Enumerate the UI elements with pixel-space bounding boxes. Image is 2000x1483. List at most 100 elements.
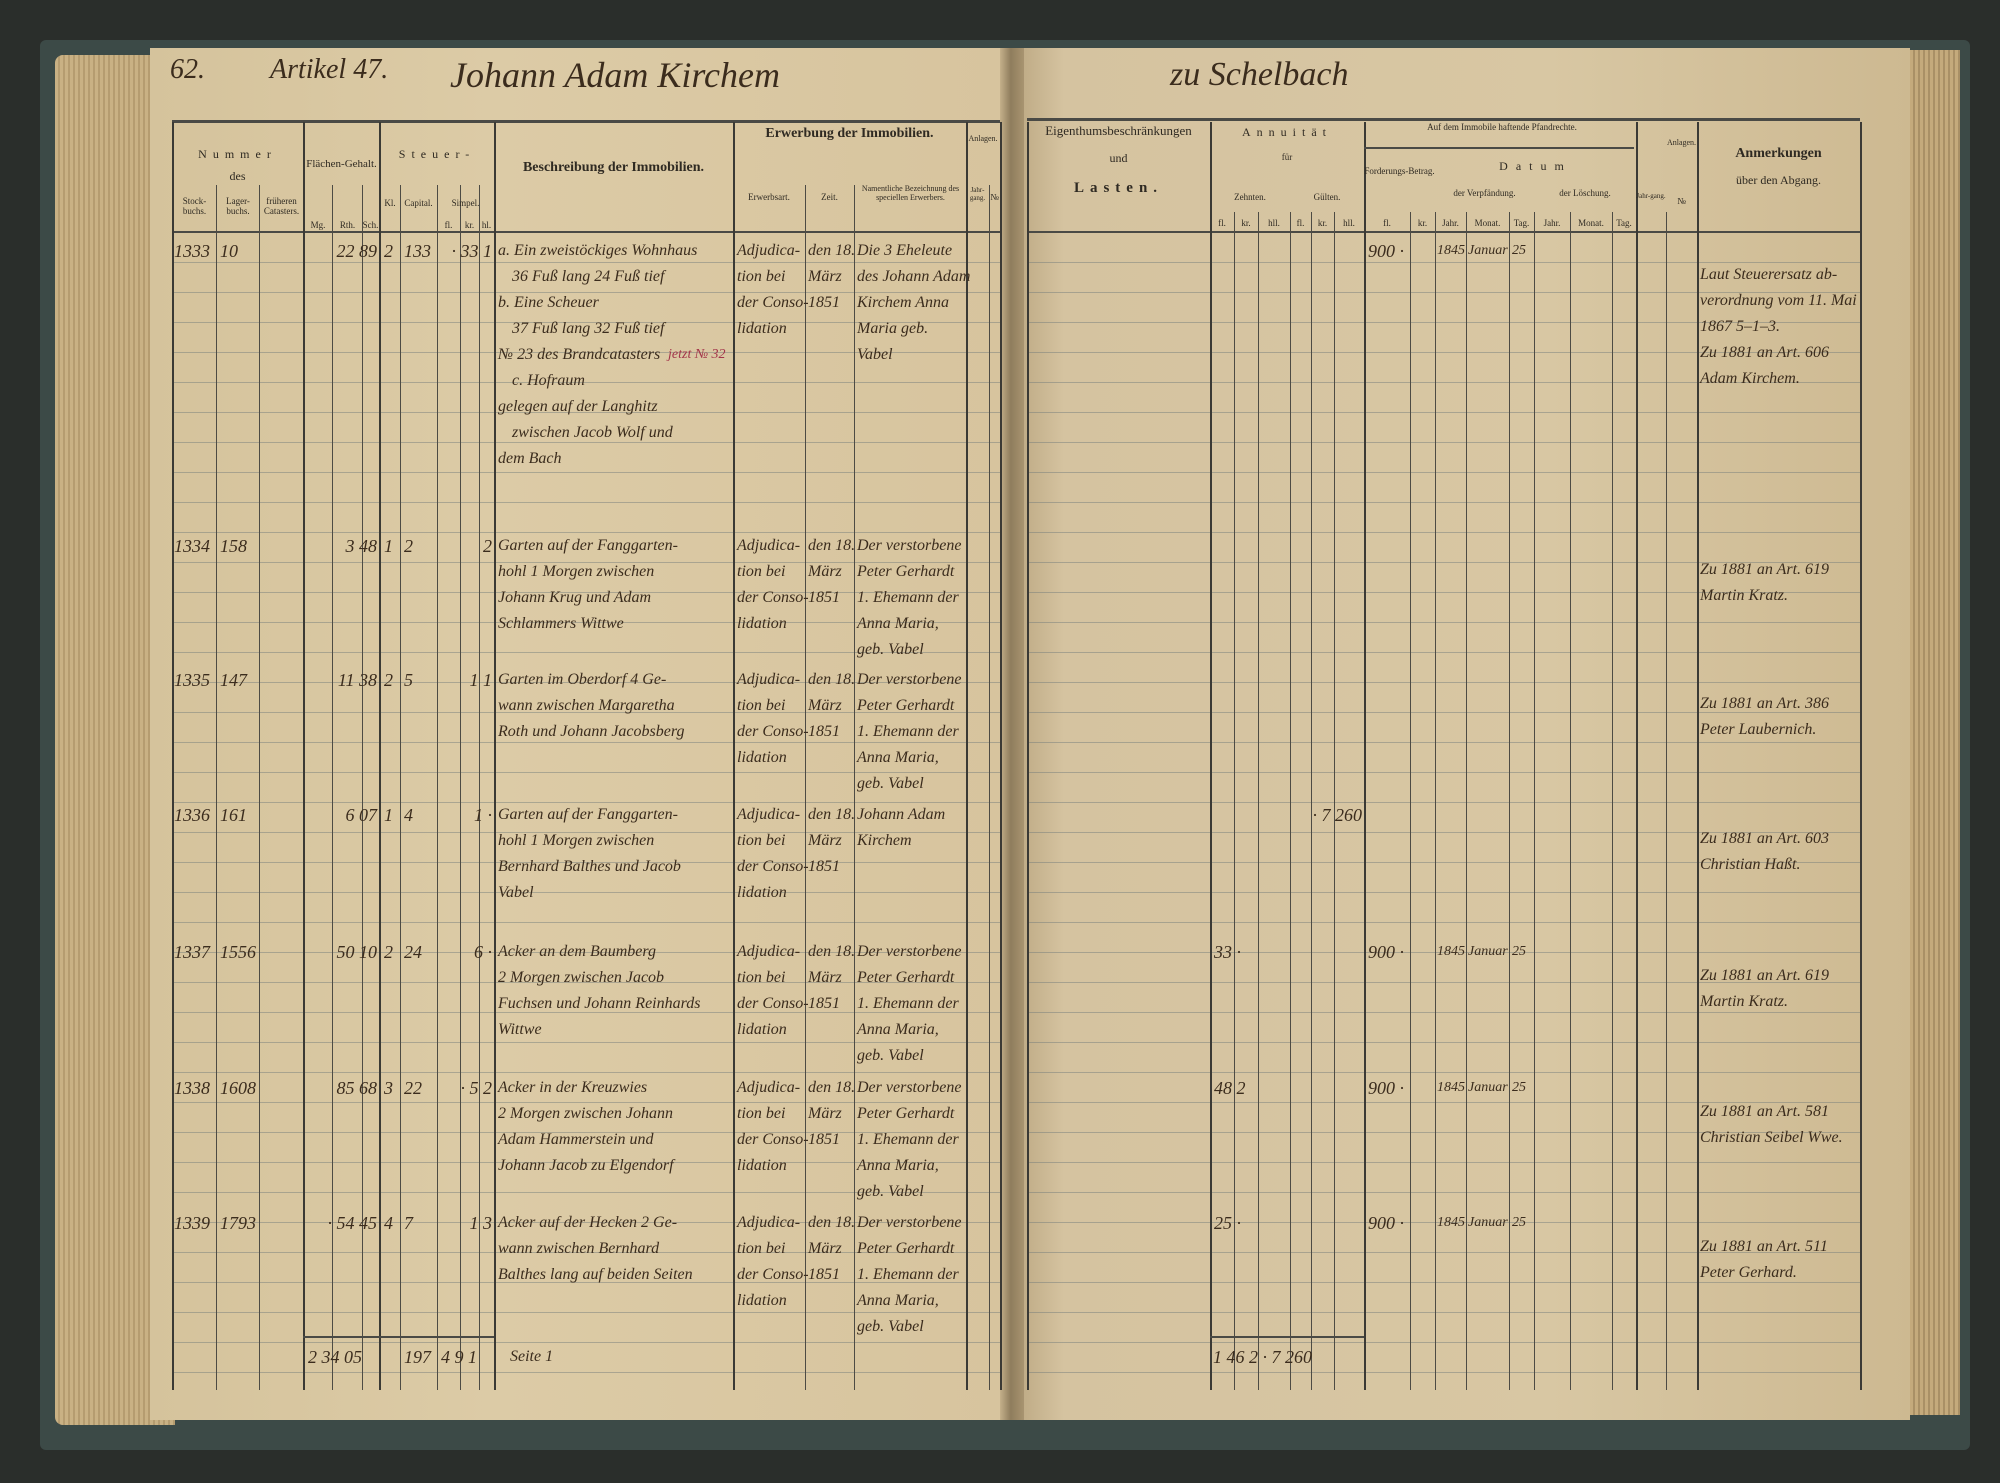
annuitaet-gueltèn: · 7 260 bbox=[1312, 805, 1363, 825]
description-line: № 23 des Brandcatasters bbox=[498, 346, 661, 363]
erwerber-line: Anna Maria, bbox=[857, 749, 939, 766]
erwerber-line: Anna Maria, bbox=[857, 615, 939, 632]
zeit-line: März bbox=[808, 969, 842, 986]
zeit-line: März bbox=[808, 1105, 842, 1122]
stockbuch-number: 1337 bbox=[174, 942, 210, 962]
steuer-simpel: 1 1 bbox=[469, 670, 493, 690]
description-line: Wittwe bbox=[498, 1021, 542, 1038]
header-zeit: Zeit. bbox=[821, 192, 838, 202]
steuer-simpel: · 5 2 bbox=[460, 1078, 493, 1098]
book-gutter bbox=[1000, 48, 1024, 1420]
column-divider bbox=[216, 185, 217, 1390]
stockbuch-number: 1333 bbox=[174, 241, 210, 261]
description-line: Garten im Oberdorf 4 Ge- bbox=[498, 671, 667, 688]
column-divider bbox=[1466, 212, 1467, 1390]
annuitaet-zehnten: 25 · bbox=[1214, 1213, 1241, 1233]
column-divider bbox=[733, 122, 735, 1390]
header-gueltèn-fl: fl. bbox=[1296, 218, 1305, 228]
header-verpfaendung-monat: Monat. bbox=[1474, 218, 1501, 228]
header-erwerber: Namentliche Bezeichnung des speciellen E… bbox=[861, 184, 960, 203]
remark-line: Adam Kirchem. bbox=[1700, 370, 1800, 387]
flaechen-gehalt: 11 38 bbox=[337, 670, 377, 690]
verpfaendung-tag: 25 bbox=[1512, 944, 1526, 959]
total-simpel: 4 9 1 bbox=[441, 1347, 477, 1367]
description-line: hohl 1 Morgen zwischen bbox=[498, 563, 655, 580]
lagerbuch-number: 1793 bbox=[220, 1213, 256, 1233]
erwerbsart-line: lidation bbox=[737, 615, 787, 632]
steuer-klasse: 4 bbox=[384, 1213, 393, 1233]
verpfaendung-tag: 25 bbox=[1512, 243, 1526, 258]
header-eigenthumsbeschraenkungen: Eigenthumsbeschränkungen bbox=[1045, 123, 1192, 138]
total-capital: 197 bbox=[404, 1347, 431, 1367]
header-nr-left: № bbox=[990, 192, 999, 202]
column-divider bbox=[1210, 122, 1212, 1390]
erwerber-line: Peter Gerhardt bbox=[857, 1105, 955, 1122]
header-forderungs-betrag: Forderungs-Betrag. bbox=[1364, 166, 1435, 176]
erwerbsart-line: lidation bbox=[737, 1292, 787, 1309]
erwerbsart-line: lidation bbox=[737, 884, 787, 901]
column-divider bbox=[494, 122, 496, 1390]
stockbuch-number: 1338 bbox=[174, 1078, 210, 1098]
forderungs-betrag: 900 · bbox=[1368, 241, 1404, 261]
remark-line: Zu 1881 an Art. 619 bbox=[1700, 561, 1830, 578]
left-page bbox=[150, 48, 1010, 1420]
remark-line: 1867 5–1–3. bbox=[1700, 318, 1780, 335]
column-divider bbox=[1234, 212, 1235, 1390]
header-stockbuchs: Stock-buchs. bbox=[182, 196, 207, 217]
header-loeschung: der Löschung. bbox=[1559, 188, 1611, 198]
steuer-klasse: 2 bbox=[384, 670, 393, 690]
steuer-klasse: 3 bbox=[384, 1078, 393, 1098]
erwerber-line: 1. Ehemann der bbox=[857, 589, 959, 606]
column-divider bbox=[1636, 122, 1638, 1390]
header-simpel-kr: kr. bbox=[464, 220, 475, 230]
column-divider bbox=[303, 122, 305, 1390]
header-simpel-hl: hl. bbox=[481, 220, 492, 230]
zeit-line: 1851 bbox=[808, 723, 840, 740]
column-divider bbox=[1697, 122, 1699, 1390]
column-divider bbox=[1570, 212, 1571, 1390]
header-bottom-rule-right bbox=[1027, 231, 1860, 233]
erwerbsart-line: tion bei bbox=[737, 969, 786, 986]
steuer-klasse: 2 bbox=[384, 942, 393, 962]
column-divider bbox=[966, 122, 968, 1390]
flaechen-gehalt: 3 48 bbox=[345, 536, 378, 556]
zeit-line: 1851 bbox=[808, 1266, 840, 1283]
header-mg: Mg. bbox=[310, 220, 326, 230]
remark-line: Zu 1881 an Art. 606 bbox=[1700, 344, 1830, 361]
verpfaendung-monat: Januar bbox=[1468, 1215, 1508, 1230]
header-forderung-kr: kr. bbox=[1417, 218, 1428, 228]
steuer-capital: 22 bbox=[404, 1078, 422, 1098]
red-annotation: jetzt № 32 bbox=[668, 347, 726, 362]
lagerbuch-number: 1556 bbox=[220, 942, 256, 962]
verpfaendung-jahr: 1845 bbox=[1437, 944, 1465, 959]
erwerbsart-line: Adjudica- bbox=[737, 242, 801, 259]
header-erwerbung: Erwerbung der Immobilien. bbox=[765, 126, 934, 141]
description-line: Vabel bbox=[498, 884, 534, 901]
steuer-simpel: · 33 1 bbox=[451, 241, 493, 261]
description-line: Schlammers Wittwe bbox=[498, 615, 624, 632]
zeit-line: den 18. bbox=[808, 943, 856, 960]
description-line: wann zwischen Margaretha bbox=[498, 697, 675, 714]
remark-line: Laut Steuerersatz ab- bbox=[1700, 266, 1838, 283]
steuer-capital: 5 bbox=[404, 670, 413, 690]
header-flaechen-gehalt: Flächen-Gehalt. bbox=[306, 158, 377, 170]
header-verpfaendung-jahr: Jahr. bbox=[1442, 218, 1459, 228]
total-flaechen-gehalt: 2 34 05 bbox=[308, 1347, 362, 1367]
header-simpel-fl: fl. bbox=[444, 220, 453, 230]
erwerber-line: Der verstorbene bbox=[857, 537, 962, 554]
description-line: Garten auf der Fanggarten- bbox=[498, 806, 678, 823]
header-ueber-den-abgang: über den Abgang. bbox=[1736, 173, 1821, 187]
zeit-line: 1851 bbox=[808, 1131, 840, 1148]
erwerbsart-line: Adjudica- bbox=[737, 1079, 801, 1096]
column-divider bbox=[1534, 212, 1535, 1390]
annuitaet-zehnten: 33 · bbox=[1214, 942, 1241, 962]
column-divider bbox=[362, 185, 363, 1390]
place-name: zu Schelbach bbox=[1170, 56, 1349, 93]
column-divider bbox=[259, 185, 260, 1390]
description-line: hohl 1 Morgen zwischen bbox=[498, 832, 655, 849]
column-divider bbox=[1509, 212, 1510, 1390]
flaechen-gehalt: · 54 45 bbox=[327, 1213, 378, 1233]
header-gueltèn: Gülten. bbox=[1313, 192, 1341, 202]
erwerbsart-line: der Conso- bbox=[737, 294, 809, 311]
column-divider bbox=[379, 122, 381, 1390]
